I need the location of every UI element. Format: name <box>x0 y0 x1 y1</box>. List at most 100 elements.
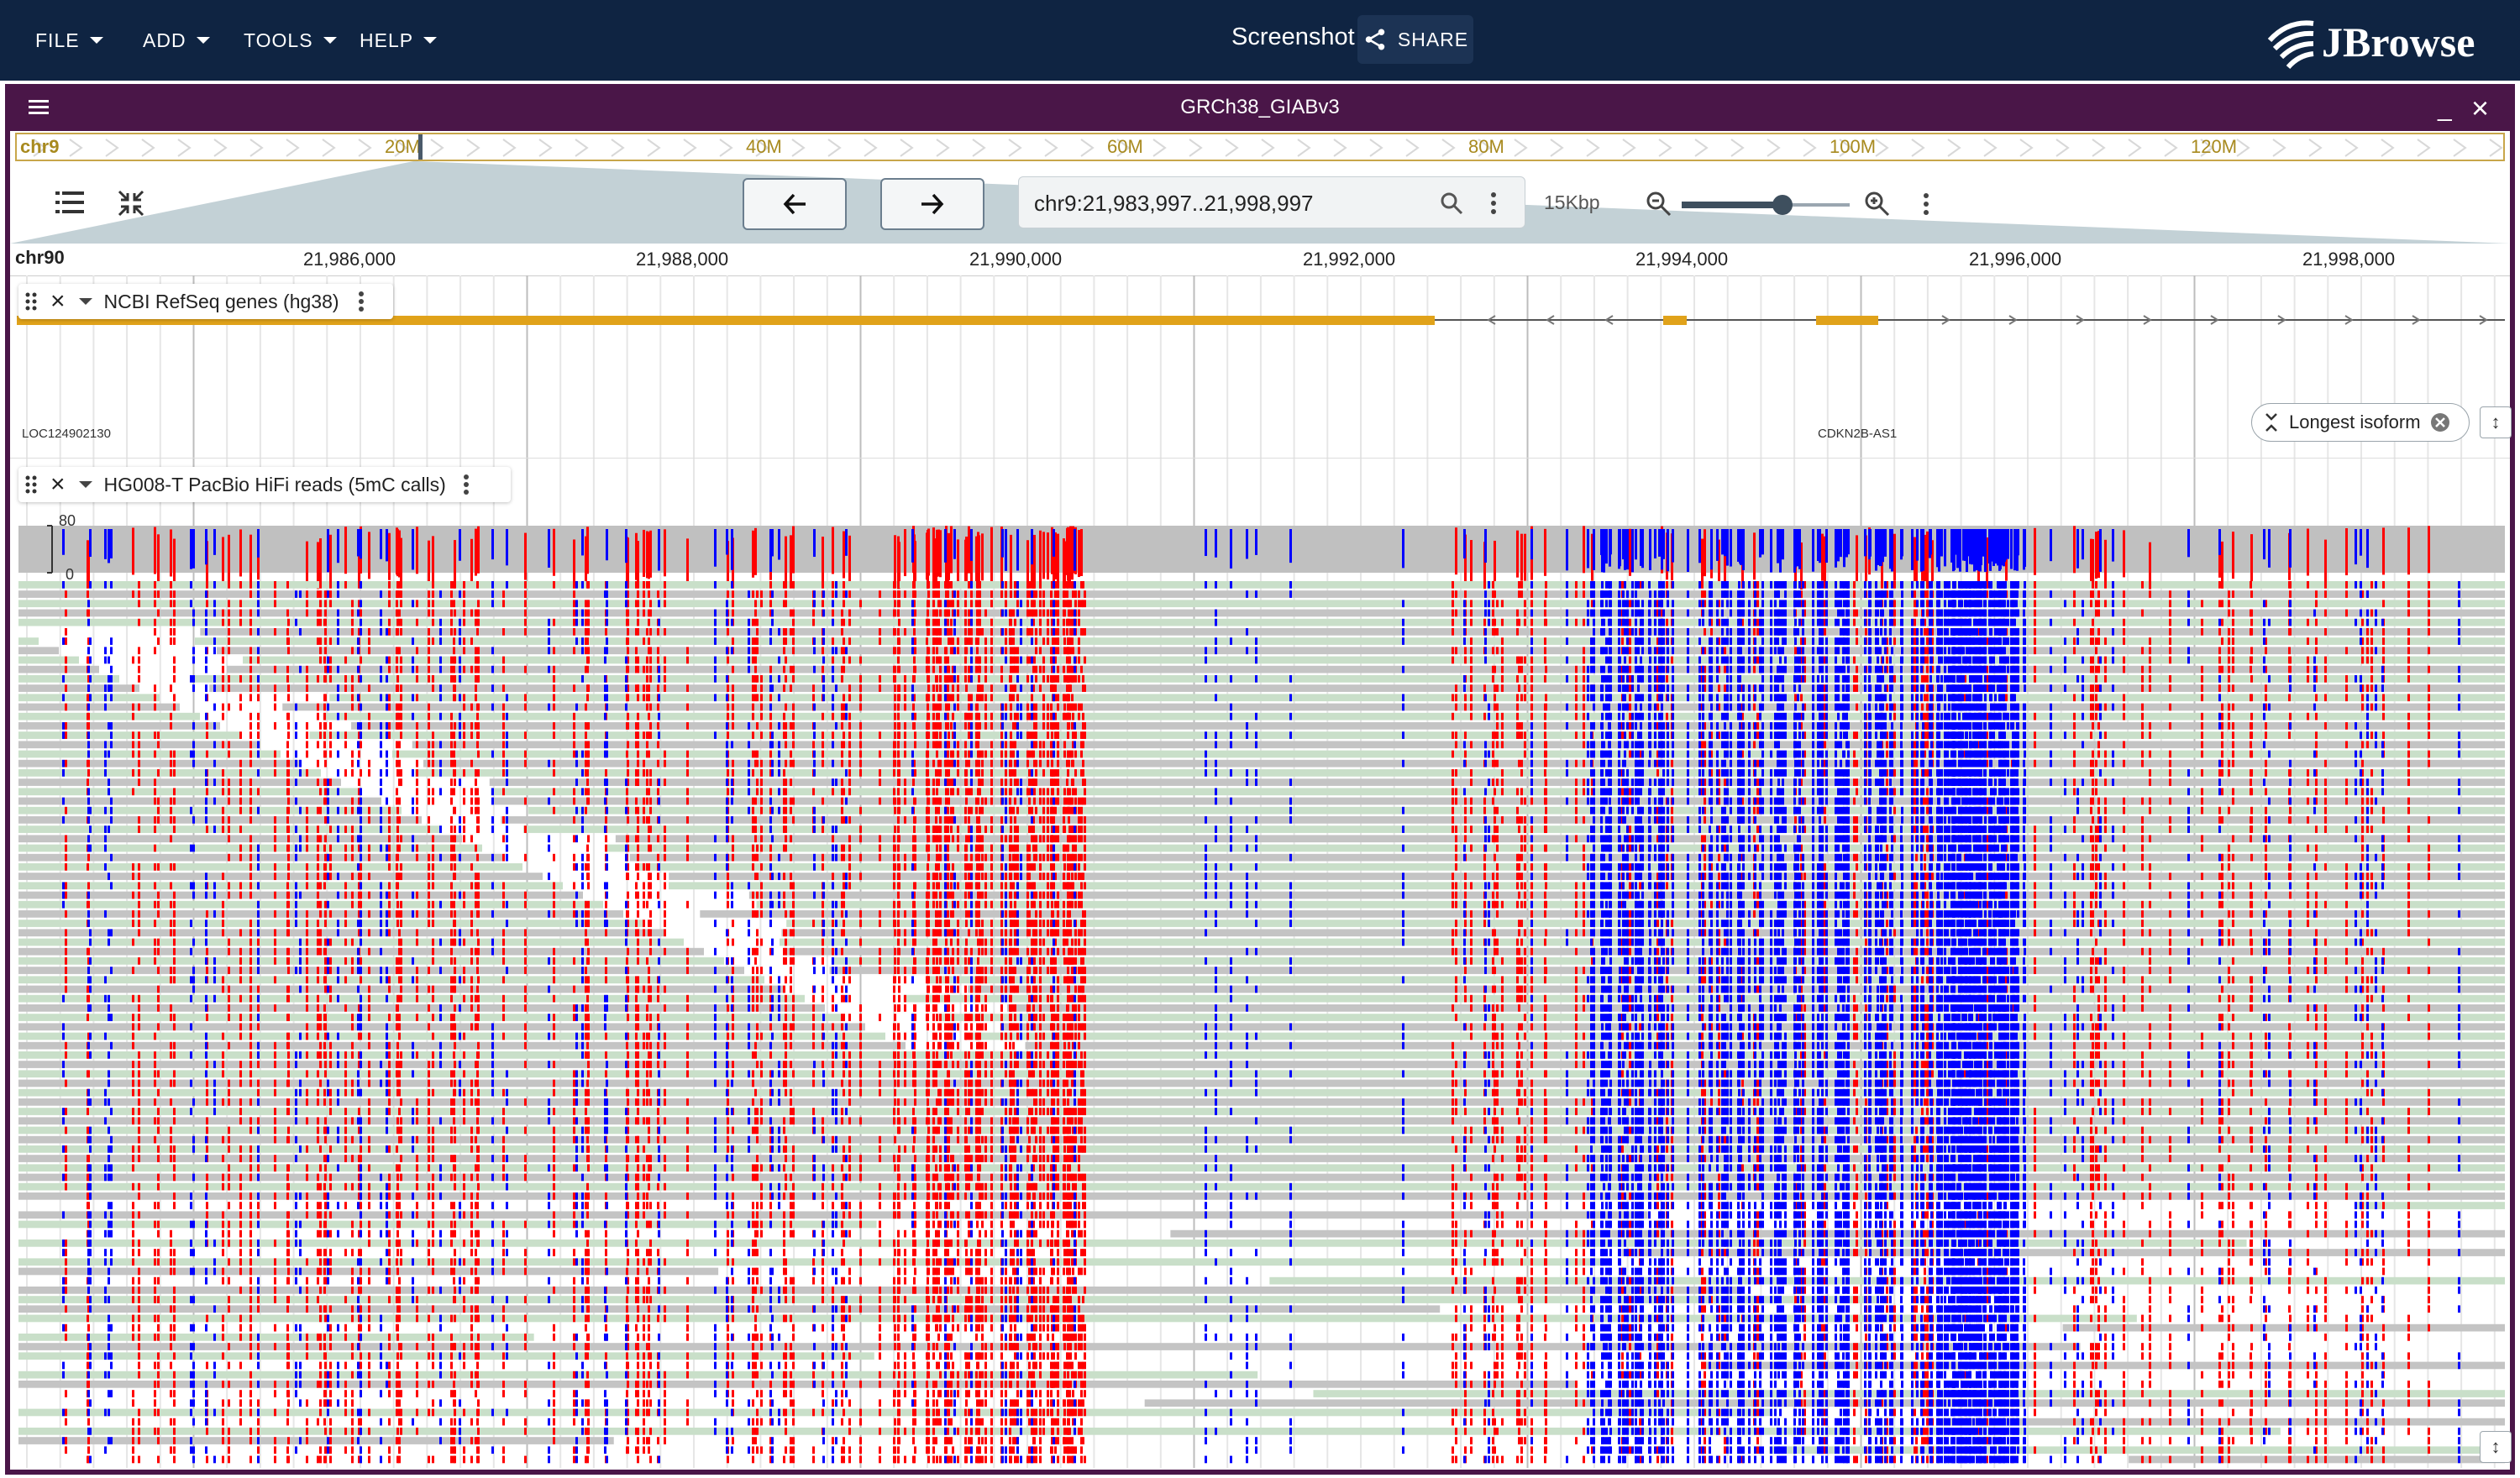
methylation-call <box>1028 995 1031 1003</box>
share-button[interactable]: SHARE <box>1357 15 1473 64</box>
methylation-call <box>257 657 260 664</box>
overview-current-region[interactable] <box>418 134 423 161</box>
methylation-call <box>154 1381 156 1388</box>
menu-tools[interactable]: TOOLS <box>244 24 337 57</box>
menu-add[interactable]: ADD <box>143 24 210 57</box>
read-alignment <box>18 1061 2505 1068</box>
read-alignment <box>638 863 2505 871</box>
methylation-call <box>976 1023 979 1030</box>
gene-label[interactable]: LOC124902130 <box>22 427 111 441</box>
menu-help-label: HELP <box>360 29 413 52</box>
methylation-call <box>1047 882 1049 889</box>
methylation-call <box>573 1089 575 1097</box>
coverage-modification-mark <box>1979 529 1982 571</box>
methylation-call <box>396 722 398 730</box>
methylation-call <box>206 910 208 918</box>
collapse-icon[interactable] <box>116 188 146 218</box>
methylation-call <box>754 1230 757 1238</box>
methylation-call <box>970 863 973 871</box>
methylation-call <box>964 590 967 598</box>
minimize-icon[interactable]: _ <box>2438 94 2452 123</box>
methylation-call <box>154 1070 156 1077</box>
methylation-call <box>368 892 370 899</box>
methylation-call <box>319 1287 322 1294</box>
methylation-call <box>792 1004 795 1012</box>
menu-file[interactable]: FILE <box>35 24 103 57</box>
coverage-modification-mark <box>2104 540 2107 587</box>
methylation-call <box>257 722 260 730</box>
more-vertical-icon[interactable] <box>1489 191 1498 216</box>
coverage-modification-mark <box>192 529 195 569</box>
session-title[interactable]: Screenshot <box>1231 24 1355 51</box>
methylation-call <box>848 751 851 758</box>
zoom-in-icon[interactable] <box>1863 190 1892 218</box>
methylation-call <box>970 1080 973 1088</box>
methylation-call <box>454 1004 456 1012</box>
methylation-call <box>936 976 938 983</box>
methylation-call <box>1047 920 1049 927</box>
chip-remove-icon[interactable] <box>2429 411 2451 433</box>
coverage-modification-mark <box>1989 529 1992 571</box>
coverage-modification-mark <box>1063 538 1065 585</box>
methylation-call <box>368 1070 370 1077</box>
coverage-modification-mark <box>990 538 993 585</box>
gene-label[interactable]: CDKN2B-AS1 <box>1818 427 1897 441</box>
methylation-call <box>65 1437 67 1444</box>
coverage-modification-mark <box>1721 529 1724 554</box>
track-menu-icon[interactable] <box>358 291 365 312</box>
scroll-right-button[interactable] <box>880 178 984 230</box>
methylation-call <box>274 1446 276 1454</box>
methylation-call <box>769 845 772 852</box>
methylation-call <box>1010 986 1012 993</box>
methylation-call <box>792 731 795 739</box>
chevron-down-icon[interactable] <box>79 298 92 305</box>
methylation-call <box>368 845 370 852</box>
overview-scalebar[interactable]: chr9 20M 40M 60M 80M 100M 120M <box>15 133 2505 161</box>
overview-label: 40M <box>746 136 782 158</box>
methylation-call <box>790 1399 792 1407</box>
gene-exon[interactable] <box>1816 316 1878 325</box>
methylation-call <box>984 1446 987 1454</box>
methylation-call <box>792 798 795 805</box>
methylation-call <box>848 713 851 721</box>
gene-exon[interactable] <box>1663 316 1687 325</box>
scroll-left-button[interactable] <box>743 178 847 230</box>
zoom-out-icon[interactable] <box>1645 190 1673 218</box>
drag-handle-icon[interactable] <box>25 292 37 311</box>
methylation-call <box>783 948 785 956</box>
methylation-call <box>1067 1117 1069 1124</box>
methylation-call <box>138 731 140 739</box>
close-view-icon[interactable]: × <box>2471 91 2489 126</box>
methylation-call <box>463 704 465 711</box>
location-search-box[interactable]: chr9:21,983,997..21,998,997 <box>1018 176 1525 228</box>
methylation-call <box>1039 628 1042 636</box>
methylation-call <box>1068 854 1071 862</box>
methylation-call <box>475 1014 477 1021</box>
search-icon[interactable] <box>1439 191 1464 216</box>
zoom-slider-thumb[interactable] <box>1772 195 1793 215</box>
coverage-histogram <box>18 526 2505 573</box>
methylation-call <box>913 1371 916 1379</box>
alignments-display[interactable] <box>10 459 2510 1470</box>
methylation-call <box>396 1174 399 1182</box>
location-input[interactable]: chr9:21,983,997..21,998,997 <box>1034 191 1314 217</box>
methylation-call <box>573 1221 575 1229</box>
methylation-call <box>306 1089 308 1097</box>
longest-isoform-chip[interactable]: Longest isoform <box>2251 403 2470 442</box>
close-track-icon[interactable]: × <box>50 287 66 316</box>
methylation-call <box>790 1098 792 1106</box>
methylation-call <box>637 901 639 909</box>
methylation-call <box>344 854 347 862</box>
methylation-call <box>790 684 792 692</box>
methylation-call <box>964 666 967 673</box>
methylation-call <box>898 1249 900 1256</box>
coverage-modification-mark <box>1761 529 1764 554</box>
coordinate-ruler[interactable]: 21,986,000 21,988,000 21,990,000 21,992,… <box>10 244 2510 276</box>
methylation-call <box>756 1277 759 1285</box>
view-options-icon[interactable] <box>1922 191 1930 217</box>
track-selector-icon[interactable] <box>55 190 84 215</box>
menu-help[interactable]: HELP <box>360 24 437 57</box>
gene-track-resize-handle[interactable]: ↕ <box>2480 406 2512 438</box>
methylation-call <box>1039 590 1042 598</box>
read-alignment <box>18 1089 2505 1097</box>
